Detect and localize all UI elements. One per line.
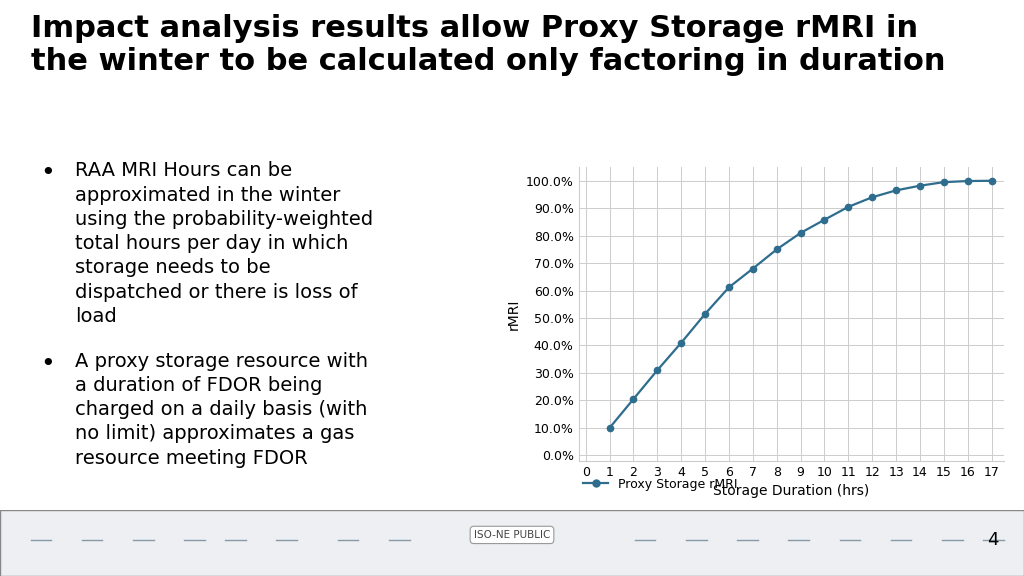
FancyBboxPatch shape <box>0 510 1024 576</box>
Text: ISO-NE PUBLIC: ISO-NE PUBLIC <box>474 530 550 540</box>
Y-axis label: rMRI: rMRI <box>506 298 520 329</box>
Legend: Proxy Storage rMRI: Proxy Storage rMRI <box>579 473 742 496</box>
Text: •: • <box>41 161 55 185</box>
Text: RAA MRI Hours can be
approximated in the winter
using the probability-weighted
t: RAA MRI Hours can be approximated in the… <box>75 161 373 326</box>
X-axis label: Storage Duration (hrs): Storage Duration (hrs) <box>713 484 869 498</box>
Text: Impact analysis results allow Proxy Storage rMRI in
the winter to be calculated : Impact analysis results allow Proxy Stor… <box>31 14 945 76</box>
Text: A proxy storage resource with
a duration of FDOR being
charged on a daily basis : A proxy storage resource with a duration… <box>75 351 368 468</box>
Text: •: • <box>41 351 55 376</box>
Text: 4: 4 <box>987 530 998 548</box>
